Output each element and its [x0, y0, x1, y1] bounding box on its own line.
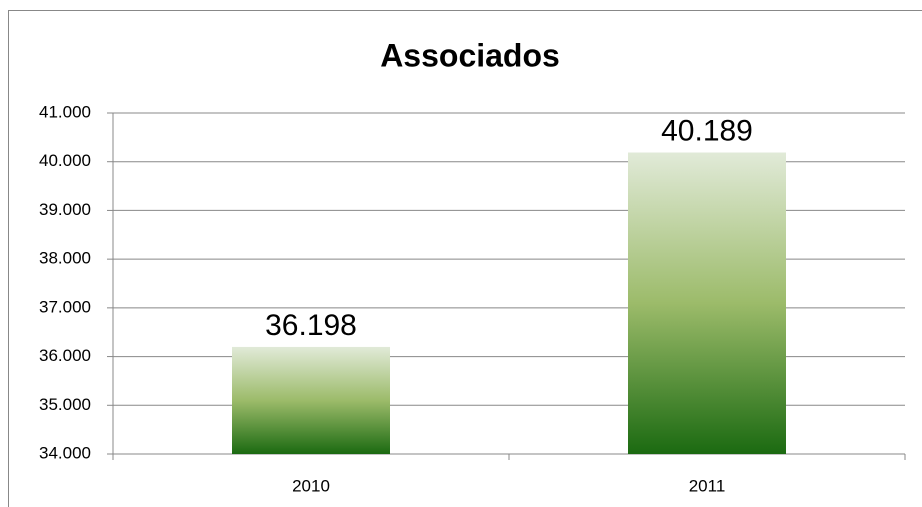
y-tick-label: 36.000	[39, 346, 91, 365]
y-tick-label: 39.000	[39, 200, 91, 219]
x-tick-label: 2011	[689, 476, 726, 495]
y-tick-label: 40.000	[39, 151, 91, 170]
y-tick-label: 37.000	[39, 297, 91, 316]
chart-title: Associados	[380, 37, 560, 73]
bar	[232, 346, 390, 454]
y-tick-label: 41.000	[39, 102, 91, 121]
y-tick-label: 38.000	[39, 249, 91, 268]
bar	[628, 152, 786, 455]
y-tick-label: 35.000	[39, 395, 91, 414]
data-label: 36.198	[265, 309, 357, 342]
data-label: 40.189	[661, 114, 753, 147]
x-tick-label: 2010	[292, 476, 330, 495]
y-tick-label: 34.000	[39, 443, 91, 462]
chart-frame	[8, 10, 922, 507]
